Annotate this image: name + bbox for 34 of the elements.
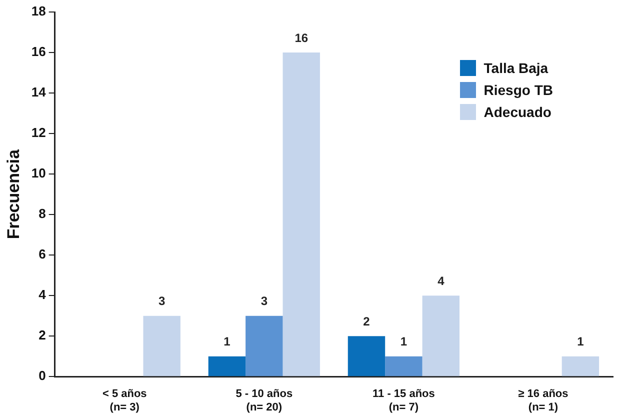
y-axis-title: Frecuencia	[4, 148, 23, 240]
data-label: 3	[260, 294, 268, 308]
bar	[385, 356, 422, 376]
data-label: 2	[363, 314, 370, 328]
data-label: 1	[577, 334, 584, 349]
y-tick-label: 6	[38, 246, 46, 262]
y-tick-label: 14	[31, 84, 47, 100]
y-tick-label: 12	[31, 125, 46, 140]
bar	[246, 316, 283, 376]
bar	[208, 356, 246, 376]
bar	[282, 52, 320, 376]
y-tick-label: 18	[31, 4, 46, 19]
y-tick-label: 10	[31, 166, 46, 181]
y-tick-label: 16	[31, 44, 46, 60]
data-label: 1	[400, 334, 408, 349]
y-tick-label: 4	[38, 287, 47, 302]
data-label: 16	[294, 30, 308, 45]
bar	[348, 336, 386, 376]
bar	[143, 316, 180, 376]
legend-label: Adecuado	[482, 104, 552, 120]
data-label: 3	[158, 294, 166, 308]
x-tick-label: < 5 años (n= 3)	[102, 388, 147, 414]
y-tick-label: 2	[38, 328, 46, 343]
data-label: 1	[224, 334, 231, 349]
x-tick-label: 5 - 10 años (n= 20)	[236, 388, 293, 414]
x-tick-label: 11 - 15 años (n= 7)	[372, 388, 435, 414]
y-tick-label: 8	[38, 206, 46, 222]
legend-label: Riesgo TB	[482, 82, 553, 98]
y-tick-label: 0	[38, 368, 46, 384]
bar	[562, 356, 600, 376]
x-tick-label: ≥ 16 años (n= 1)	[518, 388, 568, 414]
bar	[422, 296, 460, 376]
data-label: 4	[438, 274, 445, 288]
legend-label: Talla Baja	[482, 60, 550, 76]
